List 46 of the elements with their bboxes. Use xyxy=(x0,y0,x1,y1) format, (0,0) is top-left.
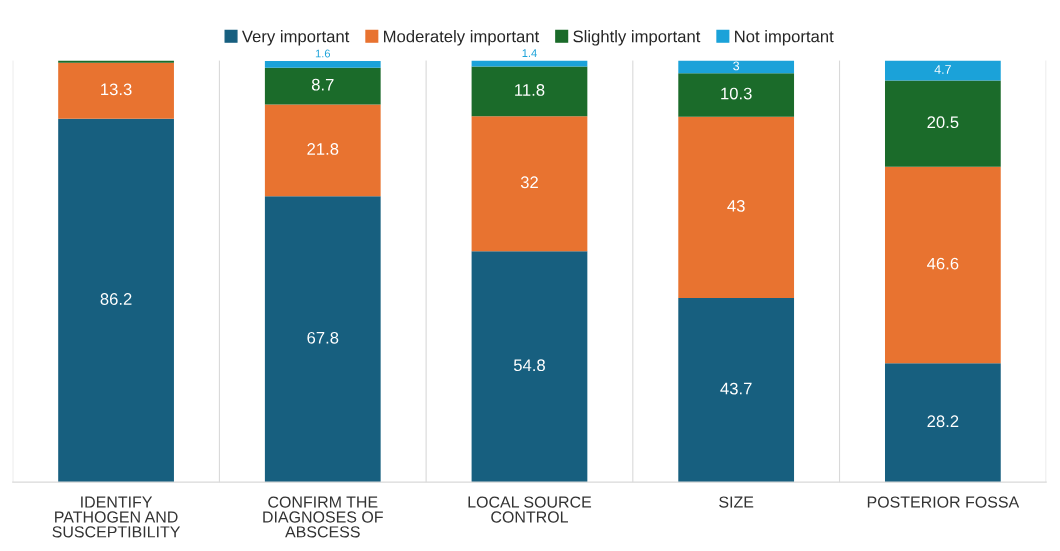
data-label: 20.5 xyxy=(927,116,959,129)
bar xyxy=(58,118,174,483)
bar xyxy=(884,166,1001,364)
bar xyxy=(58,62,174,119)
legend-label: Not important xyxy=(735,30,834,46)
bar xyxy=(471,66,588,117)
x-tick-label: IDENTIFY PATHOGEN AND SUSCEPTIBILITY xyxy=(52,496,181,538)
data-label: 1.4 xyxy=(522,49,537,57)
bar xyxy=(678,116,795,298)
data-label: 4.7 xyxy=(934,65,951,74)
x-tick-label: SIZE xyxy=(719,496,754,508)
data-label: 28.2 xyxy=(927,415,959,428)
data-label: 8.7 xyxy=(311,78,334,91)
data-label: 13.3 xyxy=(101,83,132,96)
bar xyxy=(884,363,1001,483)
data-label: 32 xyxy=(520,176,538,189)
data-label: 67.8 xyxy=(307,331,339,344)
x-tick-label: POSTERIOR FOSSA xyxy=(867,496,1020,508)
bar xyxy=(264,61,381,68)
legend-label: Slightly important xyxy=(573,30,701,46)
data-label: 46.6 xyxy=(927,257,959,270)
bar xyxy=(471,60,588,67)
data-label: 43 xyxy=(727,199,745,212)
bar xyxy=(884,60,1001,81)
data-label: 11.8 xyxy=(515,84,545,96)
bar xyxy=(678,60,795,74)
data-label: 21.8 xyxy=(307,143,339,155)
bar xyxy=(471,116,588,252)
bar xyxy=(678,73,795,117)
legend-label: Moderately important xyxy=(384,30,540,46)
bar xyxy=(264,196,381,483)
bar xyxy=(678,297,795,483)
data-label: 43.7 xyxy=(720,382,752,395)
bar xyxy=(884,80,1001,167)
x-tick-label: CONFIRM THE DIAGNOSES OF ABSCESS xyxy=(263,496,383,538)
data-label: 54.8 xyxy=(513,359,545,372)
data-label: 3 xyxy=(733,61,740,71)
x-tick-label: LOCAL SOURCE CONTROL xyxy=(468,496,592,523)
bar xyxy=(58,60,174,63)
legend-label: Very important xyxy=(241,30,350,46)
bar xyxy=(471,251,588,483)
bar xyxy=(264,67,381,105)
bar xyxy=(264,104,381,197)
data-label: 86.2 xyxy=(100,293,132,305)
data-label: 1.6 xyxy=(315,49,331,58)
data-label: 10.3 xyxy=(721,87,752,100)
